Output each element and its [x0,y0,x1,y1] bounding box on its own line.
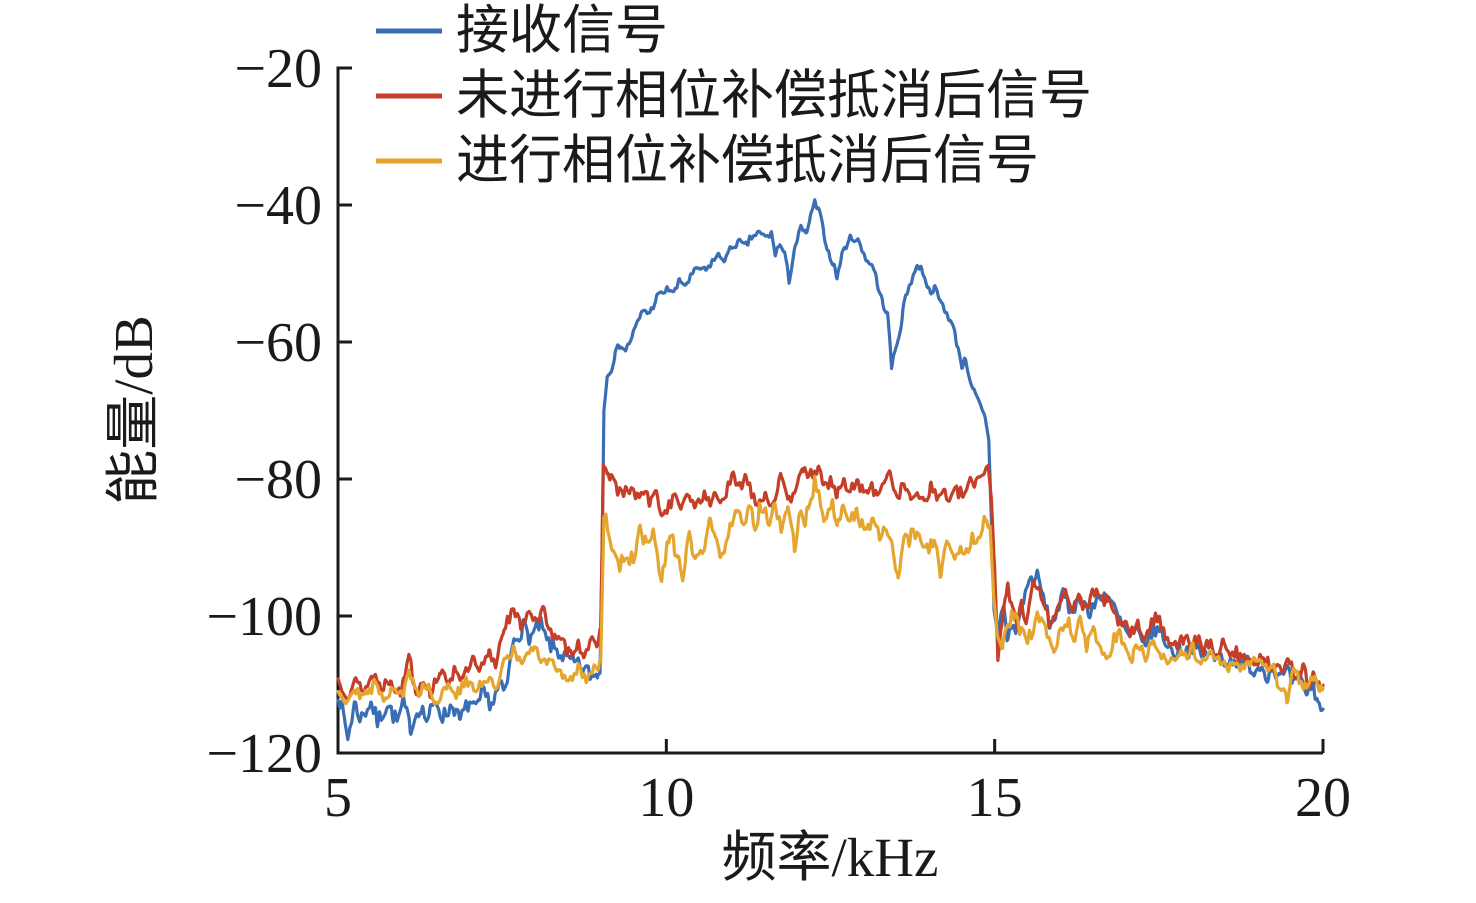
y-tick-label: −80 [234,449,322,511]
series-line-phase-compensation [336,474,1325,706]
y-tick-label: −20 [234,38,322,100]
x-tick-label: 15 [967,767,1023,829]
series-line-received-signal [336,198,1325,742]
y-axis-title: 能量/dB [103,315,164,504]
x-tick-marks [336,739,1325,753]
series-group [336,198,1325,742]
legend-label-received-signal: 接收信号 [456,2,668,60]
y-tick-label: −60 [234,312,322,374]
x-tick-label: 10 [638,767,694,829]
legend: 接收信号 未进行相位补偿抵消后信号 进行相位补偿抵消后信号 [376,2,1092,190]
legend-label-no-phase-compensation: 未进行相位补偿抵消后信号 [456,67,1092,125]
axes [336,66,1325,755]
y-tick-label: −40 [234,175,322,237]
y-tick-marks [338,66,352,755]
x-tick-label: 20 [1295,767,1351,829]
y-tick-label: −100 [206,586,322,648]
legend-label-phase-compensation: 进行相位补偿抵消后信号 [456,132,1039,190]
y-tick-label: −120 [206,723,322,785]
x-axis-title: 频率/kHz [722,827,939,888]
series-line-no-phase-compensation [336,462,1325,703]
x-tick-labels: 5 10 15 20 [324,767,1351,829]
y-tick-labels: −20 −40 −60 −80 −100 −120 [206,38,322,785]
x-tick-label: 5 [324,767,352,829]
